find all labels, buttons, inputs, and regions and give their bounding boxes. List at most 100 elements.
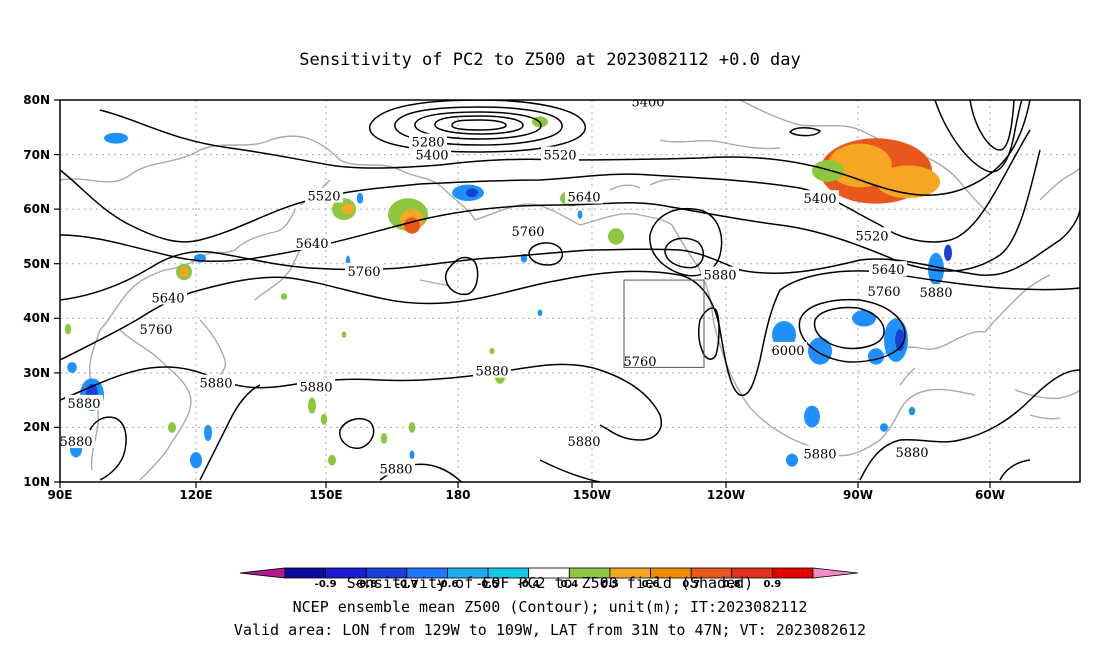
contour-label: 5400	[631, 96, 664, 111]
shaded-patch	[180, 266, 188, 278]
contour-label-bg	[60, 433, 95, 449]
lon-tick-label: 90E	[48, 488, 73, 502]
shaded-patch	[868, 348, 884, 365]
shaded-patch	[328, 454, 336, 466]
contour-label: 5520	[307, 190, 340, 205]
map-frame	[59, 99, 1081, 483]
shaded-patch	[786, 453, 798, 467]
contour-label: 5760	[347, 265, 380, 280]
lat-tick-label: 50N	[23, 257, 50, 271]
contour-label: 5880	[475, 365, 508, 380]
colorbar-tick-label: -0.8	[355, 579, 377, 590]
contour-label: 5640	[295, 237, 328, 252]
shaded-patch	[828, 143, 892, 188]
contour-label: 6000	[771, 344, 804, 359]
shaded-patch	[280, 293, 288, 300]
contour-label-bg	[917, 284, 955, 300]
contour-label: 5760	[867, 285, 900, 300]
colorbar-tick-label: 0.4	[560, 579, 578, 590]
colorbar: -0.9 -0.8 -0.7 -0.6 -0.5 -0.4 0.4 0.5 0.6 0.7 0.8 0…	[239, 567, 859, 590]
contour-label-bg	[869, 261, 907, 277]
shaded-patch	[466, 188, 478, 198]
contour-label-bg	[701, 266, 739, 282]
contour-label-bg	[297, 378, 335, 394]
shaded-patch	[852, 310, 876, 327]
shaded-patch	[190, 451, 202, 469]
contour-label: 5880	[379, 462, 412, 477]
colorbar-tick-label: 0.8	[723, 579, 741, 590]
colorbar-tick-label: 0.6	[642, 579, 660, 590]
lat-tick-label: 40N	[23, 311, 50, 325]
shaded-patch	[380, 432, 388, 444]
contour-label: 5760	[623, 355, 656, 370]
colorbar-swatch	[812, 567, 859, 579]
contour-label-bg	[197, 374, 235, 390]
contour-label-bg	[621, 352, 659, 368]
lon-tick-label: 150W	[573, 488, 611, 502]
contour-label: 5520	[855, 229, 888, 244]
contour-label-bg	[409, 133, 447, 149]
contour-label-bg	[473, 362, 511, 378]
contour-label-bg	[565, 433, 603, 449]
shaded-patch	[168, 421, 176, 433]
target-region-box	[623, 279, 705, 368]
shaded-patch	[577, 210, 583, 219]
lat-tick-label: 60N	[23, 202, 50, 216]
shaded-patch	[341, 331, 347, 338]
valid-area-caption: Valid area: LON from 129W to 109W, LAT f…	[233, 621, 867, 639]
shaded-patch	[772, 321, 796, 349]
contour-label-bg	[509, 222, 547, 238]
contour-label-bg	[293, 234, 331, 250]
shaded-patch	[489, 347, 495, 355]
lat-tick-label: 10N	[23, 475, 50, 489]
lon-tick-label: 120E	[179, 488, 212, 502]
shaded-patch	[409, 450, 415, 460]
shaded-patch	[204, 424, 212, 442]
shaded-patch	[812, 160, 844, 182]
contour-label: 5880	[67, 397, 100, 412]
shaded-patch	[356, 192, 364, 204]
colorbar-caption: Sensitivity of EOF PC2 to Z500 field (Sh…	[346, 574, 754, 592]
axis-ticks	[54, 99, 991, 488]
lat-tick-label: 70N	[23, 148, 50, 162]
contour-label-bg	[149, 289, 187, 305]
contour-label-bg	[853, 227, 891, 243]
contour-label-bg	[629, 100, 667, 109]
lon-tick-label: 120W	[707, 488, 745, 502]
contour-label-bg	[377, 460, 415, 476]
colorbar-tick-label: 0.7	[682, 579, 700, 590]
shaded-patch	[804, 405, 820, 428]
contour-label-bg	[893, 443, 931, 459]
lon-tick-label: 180	[445, 488, 470, 502]
contour-label-bg	[65, 394, 103, 410]
lon-tick-label: 90W	[843, 488, 873, 502]
shaded-patch	[320, 413, 328, 425]
lon-tick-label: 150E	[309, 488, 342, 502]
lon-tick-label: 60W	[975, 488, 1005, 502]
shaded-patch	[342, 203, 354, 215]
contour-label: 5880	[299, 381, 332, 396]
colorbar-tick-label: -0.6	[437, 579, 459, 590]
lat-tick-label: 80N	[23, 93, 50, 107]
contour-label: 5640	[567, 191, 600, 206]
map-title: Sensitivity of PC2 to Z500 at 2023082112…	[299, 50, 801, 70]
shaded-patch	[880, 423, 888, 432]
shaded-patch	[408, 421, 416, 433]
shaded-patch	[308, 397, 316, 414]
contour-label: 5880	[59, 435, 92, 450]
contour-label: 5400	[803, 192, 836, 207]
contour-label: 5760	[139, 323, 172, 338]
contour-label: 5880	[895, 446, 928, 461]
shaded-patch	[608, 228, 624, 245]
contour-label-bg	[769, 341, 807, 357]
contour-label: 5880	[567, 435, 600, 450]
lat-tick-label: 20N	[23, 420, 50, 434]
sensitivity-shading	[64, 116, 952, 469]
contour-label: 5880	[199, 377, 232, 392]
shaded-patch	[944, 244, 952, 261]
contour-label-bg	[413, 146, 451, 162]
shaded-patch	[537, 309, 543, 317]
colorbar-tick-label: -0.9	[315, 579, 337, 590]
